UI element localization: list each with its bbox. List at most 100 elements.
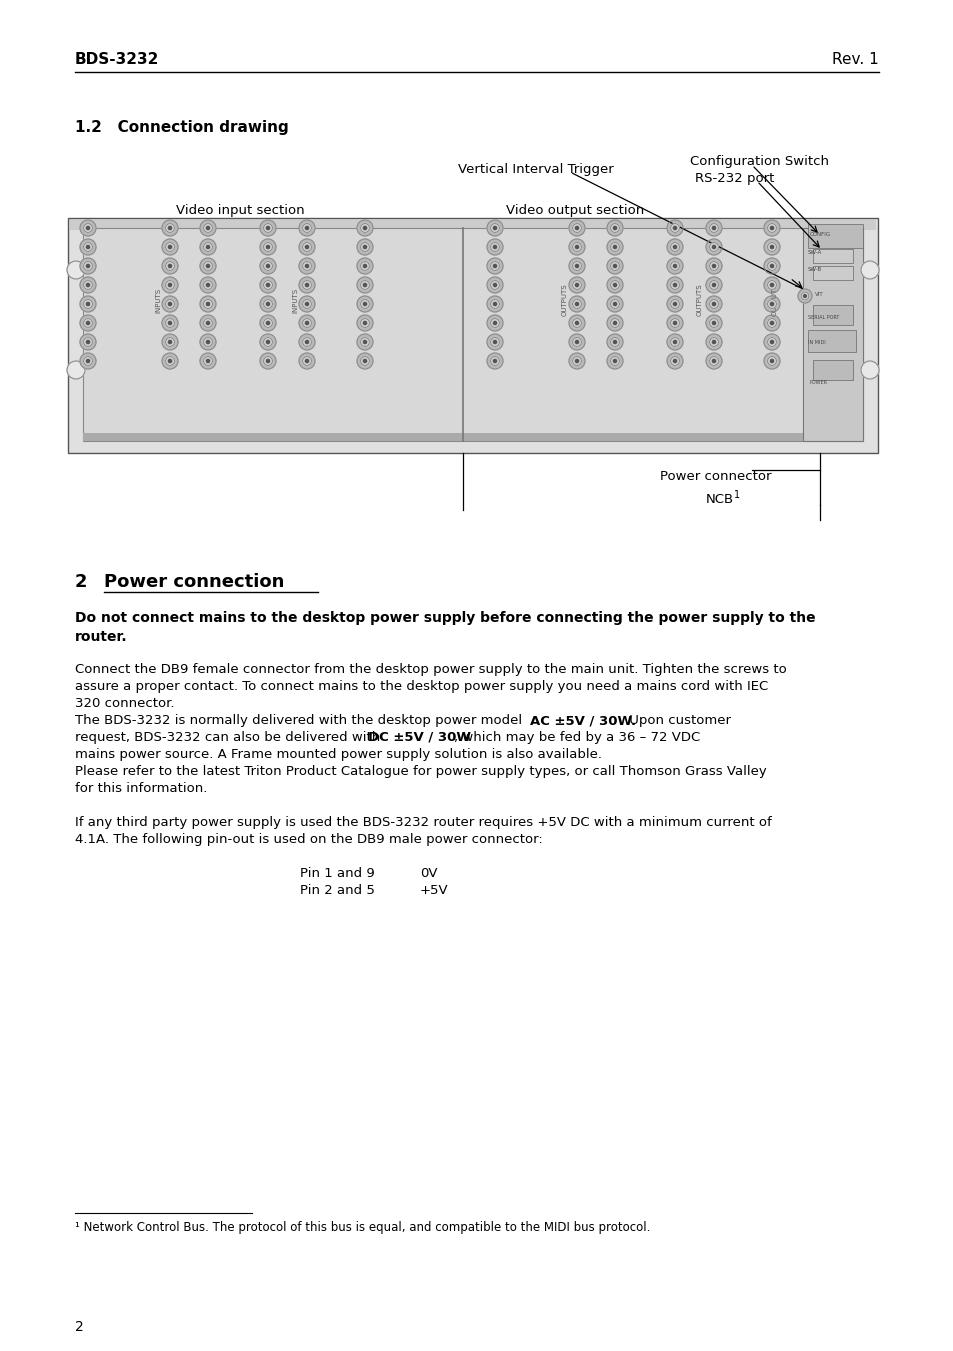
Bar [68,218,877,453]
Circle shape [767,224,776,232]
Circle shape [166,243,174,251]
Circle shape [861,261,878,280]
Circle shape [610,357,618,365]
Circle shape [613,359,616,362]
Text: 2: 2 [75,573,88,590]
Circle shape [203,281,213,289]
Text: Power connector: Power connector [659,470,771,484]
Circle shape [166,300,174,308]
Circle shape [84,243,92,251]
Circle shape [67,361,85,380]
Circle shape [80,239,96,255]
Circle shape [712,284,715,286]
Circle shape [298,258,314,274]
Circle shape [763,296,780,312]
Circle shape [709,281,718,289]
Circle shape [606,220,622,236]
Circle shape [162,315,178,331]
Circle shape [298,220,314,236]
Circle shape [613,340,616,343]
Circle shape [486,353,502,369]
Text: Upon customer: Upon customer [624,713,730,727]
Circle shape [666,353,682,369]
Circle shape [162,258,178,274]
Circle shape [266,303,270,305]
Circle shape [568,239,584,255]
Circle shape [767,262,776,270]
Circle shape [610,262,618,270]
Circle shape [670,319,679,327]
Circle shape [356,296,373,312]
Circle shape [84,319,92,327]
Circle shape [575,227,578,230]
Circle shape [263,319,273,327]
Text: Rev. 1: Rev. 1 [831,51,878,68]
Text: OUTPUTS: OUTPUTS [561,284,567,316]
Circle shape [763,353,780,369]
Circle shape [360,319,369,327]
Circle shape [169,322,172,324]
Circle shape [298,334,314,350]
Circle shape [80,220,96,236]
Circle shape [767,281,776,289]
Circle shape [575,284,578,286]
Text: Please refer to the latest Triton Product Catalogue for power supply types, or c: Please refer to the latest Triton Produc… [75,765,766,778]
Circle shape [169,359,172,362]
Text: OUTPUTS: OUTPUTS [771,284,778,316]
Circle shape [305,340,308,343]
Circle shape [709,224,718,232]
Circle shape [84,224,92,232]
Circle shape [493,265,497,267]
Circle shape [705,334,721,350]
Bar [83,434,862,440]
Circle shape [263,262,273,270]
Circle shape [266,227,270,230]
Circle shape [302,319,311,327]
Circle shape [363,359,366,362]
Circle shape [709,319,718,327]
Circle shape [673,303,676,305]
Circle shape [493,340,497,343]
Circle shape [610,224,618,232]
Circle shape [490,300,498,308]
Circle shape [206,227,210,230]
Text: +5V: +5V [419,884,448,897]
Circle shape [166,357,174,365]
Circle shape [575,359,578,362]
Circle shape [763,220,780,236]
Circle shape [709,300,718,308]
Circle shape [206,340,210,343]
Circle shape [360,338,369,346]
Circle shape [80,334,96,350]
Circle shape [575,340,578,343]
Circle shape [712,340,715,343]
Circle shape [568,258,584,274]
Circle shape [802,295,805,297]
Circle shape [709,262,718,270]
Circle shape [770,227,773,230]
Circle shape [206,265,210,267]
Circle shape [493,284,497,286]
Text: 4.1A. The following pin-out is used on the DB9 male power connector:: 4.1A. The following pin-out is used on t… [75,834,542,846]
Circle shape [206,322,210,324]
Circle shape [302,243,311,251]
Circle shape [705,220,721,236]
Circle shape [572,262,580,270]
Circle shape [568,315,584,331]
Circle shape [84,357,92,365]
Circle shape [490,224,498,232]
Circle shape [572,338,580,346]
Circle shape [87,303,90,305]
Circle shape [263,300,273,308]
Circle shape [490,357,498,365]
Circle shape [673,265,676,267]
Text: Vertical Interval Trigger: Vertical Interval Trigger [457,163,613,176]
Circle shape [356,334,373,350]
Bar [807,330,855,353]
Circle shape [266,359,270,362]
Circle shape [360,243,369,251]
Circle shape [673,227,676,230]
Circle shape [797,289,811,303]
Circle shape [666,220,682,236]
Circle shape [572,357,580,365]
